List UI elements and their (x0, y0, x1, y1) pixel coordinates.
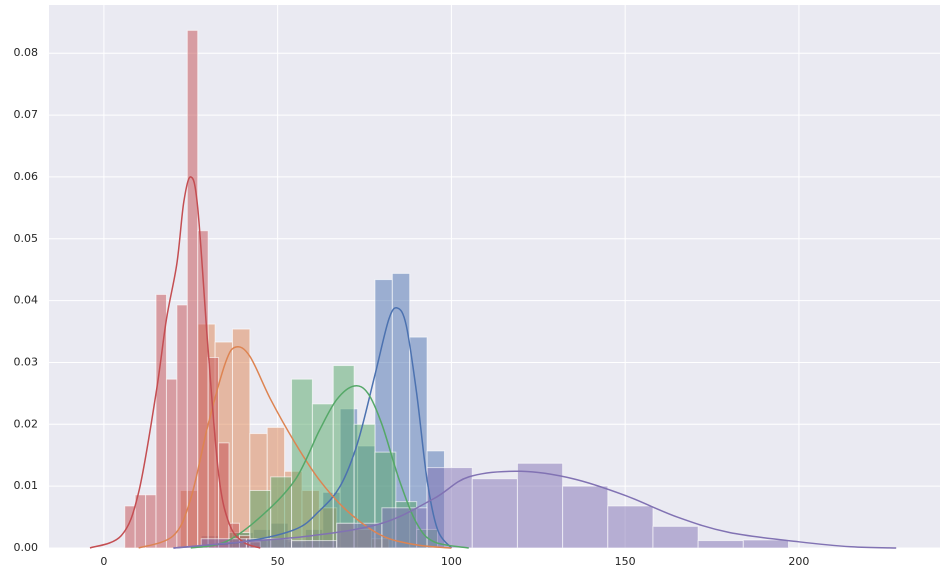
kde-line (173, 470, 897, 549)
y-tick-label: 0.04 (14, 294, 39, 307)
histogram-bar (145, 494, 157, 549)
x-tick-label: 0 (100, 555, 107, 568)
kde-line (138, 345, 452, 549)
y-tick-label: 0.03 (14, 355, 39, 368)
x-tick-label: 50 (271, 555, 285, 568)
y-tick-label: 0.08 (14, 46, 39, 59)
kde-line (89, 176, 261, 549)
x-tick-label: 150 (615, 555, 636, 568)
histogram-bar (697, 540, 744, 549)
kde-line (190, 384, 469, 549)
histogram-bar (176, 304, 188, 549)
histogram-bar (291, 378, 313, 549)
histogram-bar (231, 328, 251, 549)
histogram-bar (607, 505, 654, 549)
histogram-bar (165, 378, 178, 549)
kde-line (173, 307, 453, 549)
histogram-bar (652, 525, 699, 549)
x-tick-label: 100 (441, 555, 462, 568)
y-tick-label: 0.01 (14, 479, 39, 492)
y-tick-label: 0.07 (14, 108, 39, 121)
histogram-bar (471, 478, 518, 549)
y-tick-label: 0.05 (14, 232, 39, 245)
x-tick-label: 200 (788, 555, 809, 568)
histogram-bar (426, 467, 473, 549)
y-tick-label: 0.02 (14, 417, 39, 430)
histogram-bar (186, 29, 199, 549)
histogram-bar (516, 462, 564, 549)
histogram-bar (291, 540, 338, 549)
y-tick-label: 0.00 (14, 541, 39, 554)
histogram-bar (742, 539, 789, 549)
histogram-bar (218, 442, 230, 549)
y-tick-label: 0.06 (14, 170, 39, 183)
histogram-bar (336, 522, 383, 549)
histogram-bar (562, 485, 609, 549)
